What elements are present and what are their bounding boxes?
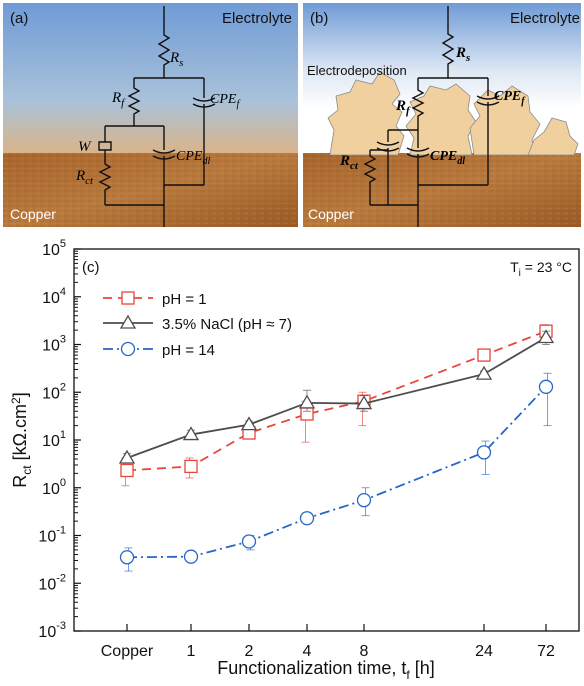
label-w-a: W: [78, 139, 92, 155]
cpe-dl-b: [406, 130, 430, 205]
cpe-dl-branch-b: [376, 130, 400, 205]
panel-b-label: (b): [310, 10, 328, 27]
resistor-rf-a: [127, 78, 141, 126]
legend-label: pH = 14: [162, 342, 215, 359]
copper-texture-b: [303, 153, 581, 227]
electrodeposit-dendrites: [327, 71, 579, 156]
data-point: [240, 416, 258, 431]
x-tick-label: 8: [360, 643, 369, 660]
x-tick-label: 1: [187, 643, 196, 660]
resistor-rf-b: [411, 78, 425, 130]
y-tick-label: 103: [42, 334, 66, 355]
data-point: [298, 394, 316, 409]
x-axis: Copper 1 2 4 8 24 72: [101, 624, 555, 660]
cpe-dl-a: [152, 126, 176, 205]
y-tick-label: 102: [42, 381, 66, 402]
y-tick-label: 100: [42, 477, 66, 498]
data-point: [475, 365, 493, 380]
data-point: [183, 549, 199, 564]
copper-label-b: Copper: [308, 206, 354, 222]
data-point: [241, 534, 257, 549]
data-point: [537, 329, 555, 344]
y-tick-label: 10-2: [38, 572, 66, 593]
cpe-f-a: [192, 78, 216, 185]
data-point: [355, 395, 373, 410]
label-cpedl-b: CPEdl: [430, 149, 465, 167]
x-tick-label: 72: [537, 643, 555, 660]
data-point: [356, 492, 372, 508]
data-point: [477, 348, 491, 362]
data-point: [538, 379, 554, 394]
x-tick-label: 24: [475, 643, 493, 660]
legend-marker: [119, 314, 137, 329]
label-cpef-a: CPEf: [210, 92, 240, 110]
series-layer: [118, 324, 555, 572]
data-point: [118, 449, 136, 464]
copper-label-a: Copper: [10, 206, 56, 222]
resistor-rs-a: [157, 6, 171, 78]
y-tick-label: 10-1: [38, 525, 66, 546]
label-cpef-b: CPEf: [494, 89, 526, 107]
legend-label: pH = 1: [162, 291, 207, 308]
legend-marker: [121, 291, 135, 305]
legend: pH = 1 3.5% NaCl (pH ≈ 7) pH = 14: [103, 291, 292, 359]
data-point: [299, 511, 315, 526]
y-tick-label: 101: [42, 429, 66, 450]
warburg-w-a: [98, 126, 112, 158]
legend-marker: [120, 341, 136, 357]
panel-a-label: (a): [10, 10, 28, 27]
resistor-rct-b: [363, 150, 377, 205]
copper-texture-a: [3, 153, 298, 227]
x-tick-label: 2: [245, 643, 254, 660]
panel-b: (b) Electrolyte Electrodeposition Copper…: [303, 3, 581, 227]
y-tick-label: 104: [42, 286, 66, 307]
y-axis: 10-3 10-2 10-1 100 101 102 103 104 105: [38, 238, 81, 641]
temperature-annotation: Ti = 23 °C: [510, 259, 572, 279]
circuit-a: [98, 6, 216, 227]
data-point: [184, 459, 198, 474]
data-point: [182, 426, 200, 441]
data-point: [119, 550, 135, 565]
panel-a: (a) Electrolyte Copper Rs Rf CPEf W Rct …: [3, 3, 298, 227]
series-2: [119, 372, 554, 572]
circuit-b: [363, 6, 500, 227]
chart-rct-vs-time: (c) Ti = 23 °C 10-310-210-11001011021031…: [9, 238, 580, 682]
resistor-rct-a: [98, 158, 112, 205]
y-tick-label: 105: [42, 238, 66, 259]
series-1: [118, 329, 555, 464]
x-tick-label: Copper: [101, 643, 154, 660]
y-tick-label: 10-3: [38, 620, 66, 641]
y-axis-title: Rct [kΩ.cm2]: [9, 392, 34, 488]
cpe-f-b: [476, 78, 500, 185]
electrolyte-label-a: Electrolyte: [222, 10, 292, 27]
x-tick-label: 4: [303, 643, 312, 660]
series-0: [120, 324, 553, 487]
x-axis-title: Functionalization time, tf [h]: [217, 658, 434, 682]
legend-label: 3.5% NaCl (pH ≈ 7): [162, 316, 292, 333]
resistor-rs-b: [441, 6, 455, 78]
electrolyte-label-b: Electrolyte: [510, 10, 580, 27]
label-cpedl-a: CPEdl: [176, 149, 210, 167]
data-point: [120, 463, 134, 478]
electrodeposition-label: Electrodeposition: [307, 63, 407, 78]
plot-frame: [73, 248, 580, 632]
data-point: [476, 445, 492, 460]
panel-c-label: (c): [82, 259, 100, 276]
